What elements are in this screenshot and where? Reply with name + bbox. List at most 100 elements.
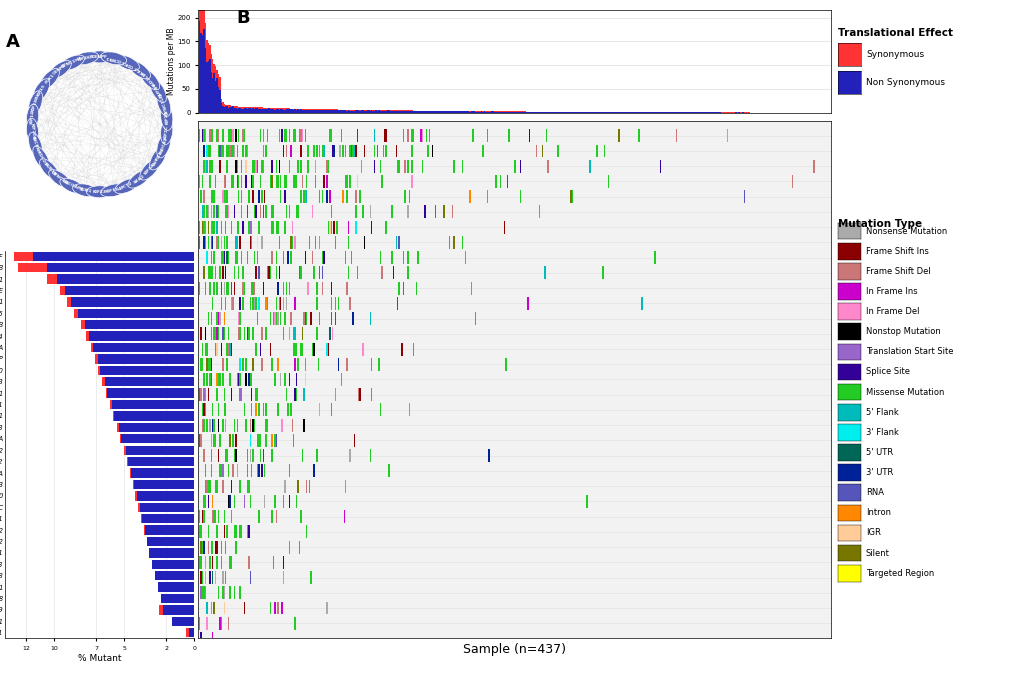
Bar (199, 175, 201, 188)
Bar (307, 109, 309, 110)
X-axis label: Sample (n=437): Sample (n=437) (463, 643, 566, 656)
Bar (209, 129, 210, 142)
Bar (427, 111, 428, 112)
Bar (225, 106, 226, 112)
Bar (444, 111, 445, 112)
Bar (205, 328, 206, 340)
Bar (270, 602, 271, 614)
Bar (407, 160, 409, 173)
Bar (202, 418, 203, 432)
Text: PLK1: PLK1 (44, 74, 55, 85)
Bar (413, 343, 414, 355)
Bar (236, 106, 237, 108)
Bar (341, 144, 343, 158)
Text: RACGAP1: RACGAP1 (61, 179, 84, 192)
Bar (329, 190, 330, 203)
Bar (223, 190, 225, 203)
Bar (355, 205, 357, 219)
Bar (285, 282, 287, 294)
Bar (359, 388, 361, 401)
Bar (499, 175, 500, 188)
Bar (418, 111, 420, 112)
Bar (220, 541, 222, 554)
Bar (417, 110, 418, 111)
Bar (149, 548, 194, 557)
Bar (281, 108, 282, 109)
Bar (206, 343, 208, 355)
Bar (258, 403, 260, 416)
Bar (346, 358, 347, 371)
Bar (392, 266, 393, 279)
Bar (240, 251, 243, 264)
Bar (317, 358, 319, 371)
Bar (316, 110, 317, 112)
Bar (230, 510, 232, 523)
Bar (220, 556, 222, 569)
Bar (255, 343, 257, 355)
Bar (365, 110, 366, 112)
Bar (314, 160, 316, 173)
Bar (355, 144, 357, 158)
Bar (275, 297, 277, 310)
Bar (291, 236, 292, 249)
Ellipse shape (33, 78, 50, 103)
Bar (230, 556, 232, 569)
Bar (213, 434, 215, 447)
Bar (203, 190, 205, 203)
Bar (247, 109, 248, 112)
Bar (322, 144, 323, 158)
Text: KIF26B: KIF26B (76, 55, 95, 62)
Bar (284, 480, 285, 493)
Bar (205, 556, 206, 569)
Bar (229, 586, 230, 599)
Bar (326, 109, 327, 110)
Bar (262, 282, 264, 294)
Text: NUF2: NUF2 (153, 84, 163, 97)
Bar (114, 412, 194, 421)
Bar (243, 107, 244, 108)
Bar (203, 373, 205, 386)
Bar (329, 110, 330, 112)
Bar (317, 109, 319, 110)
Bar (403, 251, 404, 264)
Bar (202, 129, 203, 142)
Bar (212, 190, 213, 203)
Bar (239, 328, 240, 340)
Bar (250, 571, 251, 584)
Ellipse shape (49, 170, 71, 188)
Bar (240, 205, 243, 219)
Bar (216, 388, 218, 401)
Bar (641, 297, 642, 310)
Bar (236, 464, 237, 477)
Bar (251, 175, 253, 188)
Bar (261, 328, 262, 340)
Bar (287, 110, 288, 112)
Bar (227, 328, 229, 340)
Bar (504, 358, 506, 371)
Bar (346, 110, 347, 112)
Bar (284, 312, 285, 325)
Bar (205, 388, 206, 401)
Bar (247, 464, 248, 477)
Bar (245, 175, 247, 188)
Bar (222, 129, 223, 142)
Bar (220, 103, 222, 112)
Bar (225, 541, 226, 554)
Ellipse shape (40, 159, 59, 180)
Bar (216, 221, 218, 234)
Ellipse shape (72, 52, 99, 65)
Bar (400, 343, 403, 355)
Bar (218, 328, 219, 340)
Bar (284, 108, 285, 110)
Bar (235, 129, 236, 142)
Bar (417, 251, 418, 264)
Bar (60, 286, 65, 295)
Bar (230, 144, 232, 158)
Bar (209, 373, 210, 386)
Bar (230, 108, 232, 112)
Bar (271, 449, 272, 462)
Bar (438, 111, 440, 112)
Bar (158, 582, 194, 592)
Bar (223, 251, 225, 264)
Text: KIF11: KIF11 (164, 110, 169, 124)
